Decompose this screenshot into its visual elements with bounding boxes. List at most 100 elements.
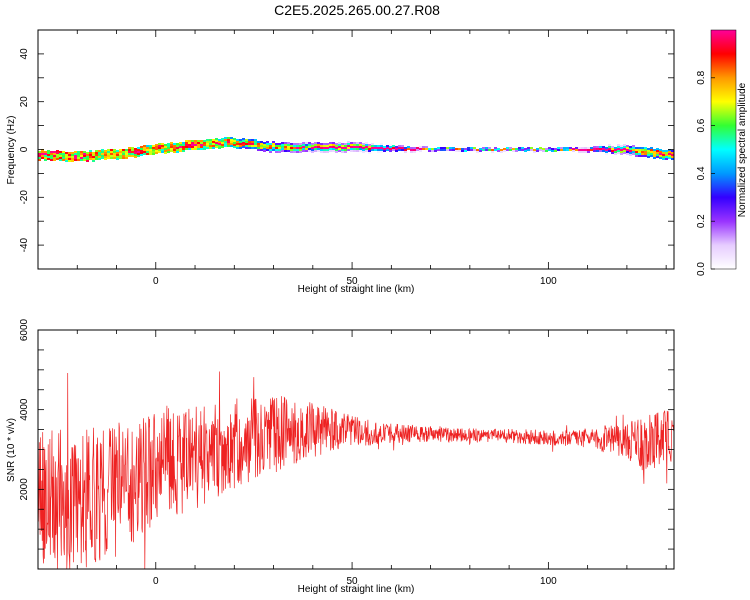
spectrogram-cell [365, 142, 368, 144]
spectrogram-cell [446, 147, 449, 149]
spectrogram-cell [257, 145, 260, 147]
spectrogram-cell [137, 155, 140, 157]
spectrogram-cell [158, 147, 161, 149]
spectrogram-cell [347, 147, 350, 149]
spectrogram-cell [599, 144, 602, 146]
spectrogram-cell [572, 148, 575, 150]
spectrogram-cell [248, 139, 251, 141]
spectrogram-cell [575, 147, 578, 149]
spectrogram-cell [662, 150, 665, 152]
snr-series-line [37, 371, 675, 570]
spectrogram-cell [377, 145, 380, 147]
spectrogram-cell [317, 150, 320, 152]
spectrogram-cell [65, 160, 68, 162]
spectrogram-cell [74, 151, 77, 153]
spectrogram-cell [44, 157, 47, 159]
spectrogram-cell [158, 149, 161, 151]
spectrogram-cell [122, 149, 125, 151]
spectrogram-cell [641, 153, 644, 155]
spectrogram-cell [251, 143, 254, 145]
spectrogram-cell [227, 137, 230, 139]
spectrogram-cell [80, 159, 83, 161]
spectrogram-cell [635, 151, 638, 153]
spectrogram-cell [608, 146, 611, 148]
spectrogram-cell [152, 145, 155, 147]
spectrogram-cell [359, 144, 362, 146]
spectrogram-cell [98, 150, 101, 152]
spectrogram-cell [284, 148, 287, 150]
spectrogram-cell [665, 150, 668, 152]
spectrogram-cell [197, 140, 200, 142]
spectrogram-cell [125, 149, 128, 151]
spectrogram-cell [620, 151, 623, 153]
spectrogram-cell [338, 146, 341, 148]
spectrogram-cell [164, 144, 167, 146]
spectrogram-cell [233, 142, 236, 144]
spectrogram-cell [560, 149, 563, 151]
spectrogram-cell [128, 151, 131, 153]
spectrogram-cell [131, 151, 134, 153]
spectrogram-cell [236, 145, 239, 147]
spectrogram-cell [236, 141, 239, 143]
colorbar-label: Normalized spectral amplitude [737, 82, 748, 217]
spectrogram-cell [626, 145, 629, 147]
spectrogram-cell [404, 149, 407, 151]
spectrogram-cell [341, 151, 344, 153]
spectrogram-cell [656, 154, 659, 156]
spectrogram-cell [98, 156, 101, 158]
spectrogram-cell [215, 140, 218, 142]
spectrogram-cell [179, 142, 182, 144]
spectrogram-cell [251, 141, 254, 143]
spectrogram-cell [272, 145, 275, 147]
spectrogram-cell [98, 152, 101, 154]
spectrogram-cell [71, 156, 74, 158]
spectrogram-cell [113, 149, 116, 151]
spectrogram-cell [317, 144, 320, 146]
spectrogram-cell [230, 143, 233, 145]
spectrogram-cell [215, 142, 218, 144]
spectrogram-cell [362, 145, 365, 147]
spectrogram-cell [368, 146, 371, 148]
spectrogram-cell [368, 150, 371, 152]
spectrogram-cell [338, 142, 341, 144]
spectrogram-cell [665, 152, 668, 154]
spectrogram-cell [104, 152, 107, 154]
spectrogram-cell [620, 149, 623, 151]
spectrogram-cell [671, 150, 674, 152]
spectrogram-cell [269, 147, 272, 149]
spectrogram-cell [374, 147, 377, 149]
spectrogram-cell [44, 153, 47, 155]
spectrogram-cell [134, 152, 137, 154]
spectrogram-cell [608, 150, 611, 152]
spectrogram-cell [644, 149, 647, 151]
spectrogram-cell [179, 146, 182, 148]
spectrogram-cell [452, 149, 455, 151]
spectrogram-cell [104, 158, 107, 160]
spectrogram-cell [632, 151, 635, 153]
spectrogram-cell [611, 146, 614, 148]
spectrogram-cell [332, 150, 335, 152]
spectrogram-cell [254, 147, 257, 149]
spectrogram-cell [272, 149, 275, 151]
spectrogram-cell [320, 147, 323, 149]
spectrogram-cell [326, 149, 329, 151]
spectrogram-cell [596, 150, 599, 152]
spectrogram-cell [281, 144, 284, 146]
spectrogram-cell [206, 145, 209, 147]
spectrogram-cell [137, 153, 140, 155]
spectrogram-cell [53, 155, 56, 157]
spectrogram-cell [116, 154, 119, 156]
spectrogram-cell [227, 143, 230, 145]
spectrogram-cell [203, 140, 206, 142]
spectrogram-y-tick-label: -40 [19, 237, 30, 252]
spectrogram-cell [326, 151, 329, 153]
spectrogram-cell [506, 147, 509, 149]
spectrogram-cell [212, 143, 215, 145]
spectrogram-cell [656, 150, 659, 152]
spectrogram-cell [503, 148, 506, 150]
spectrogram-cell [302, 144, 305, 146]
spectrogram-cell [599, 146, 602, 148]
colorbar-tick-label: 0.6 [696, 118, 707, 132]
spectrogram-cell [242, 146, 245, 148]
spectrogram-cell [599, 150, 602, 152]
